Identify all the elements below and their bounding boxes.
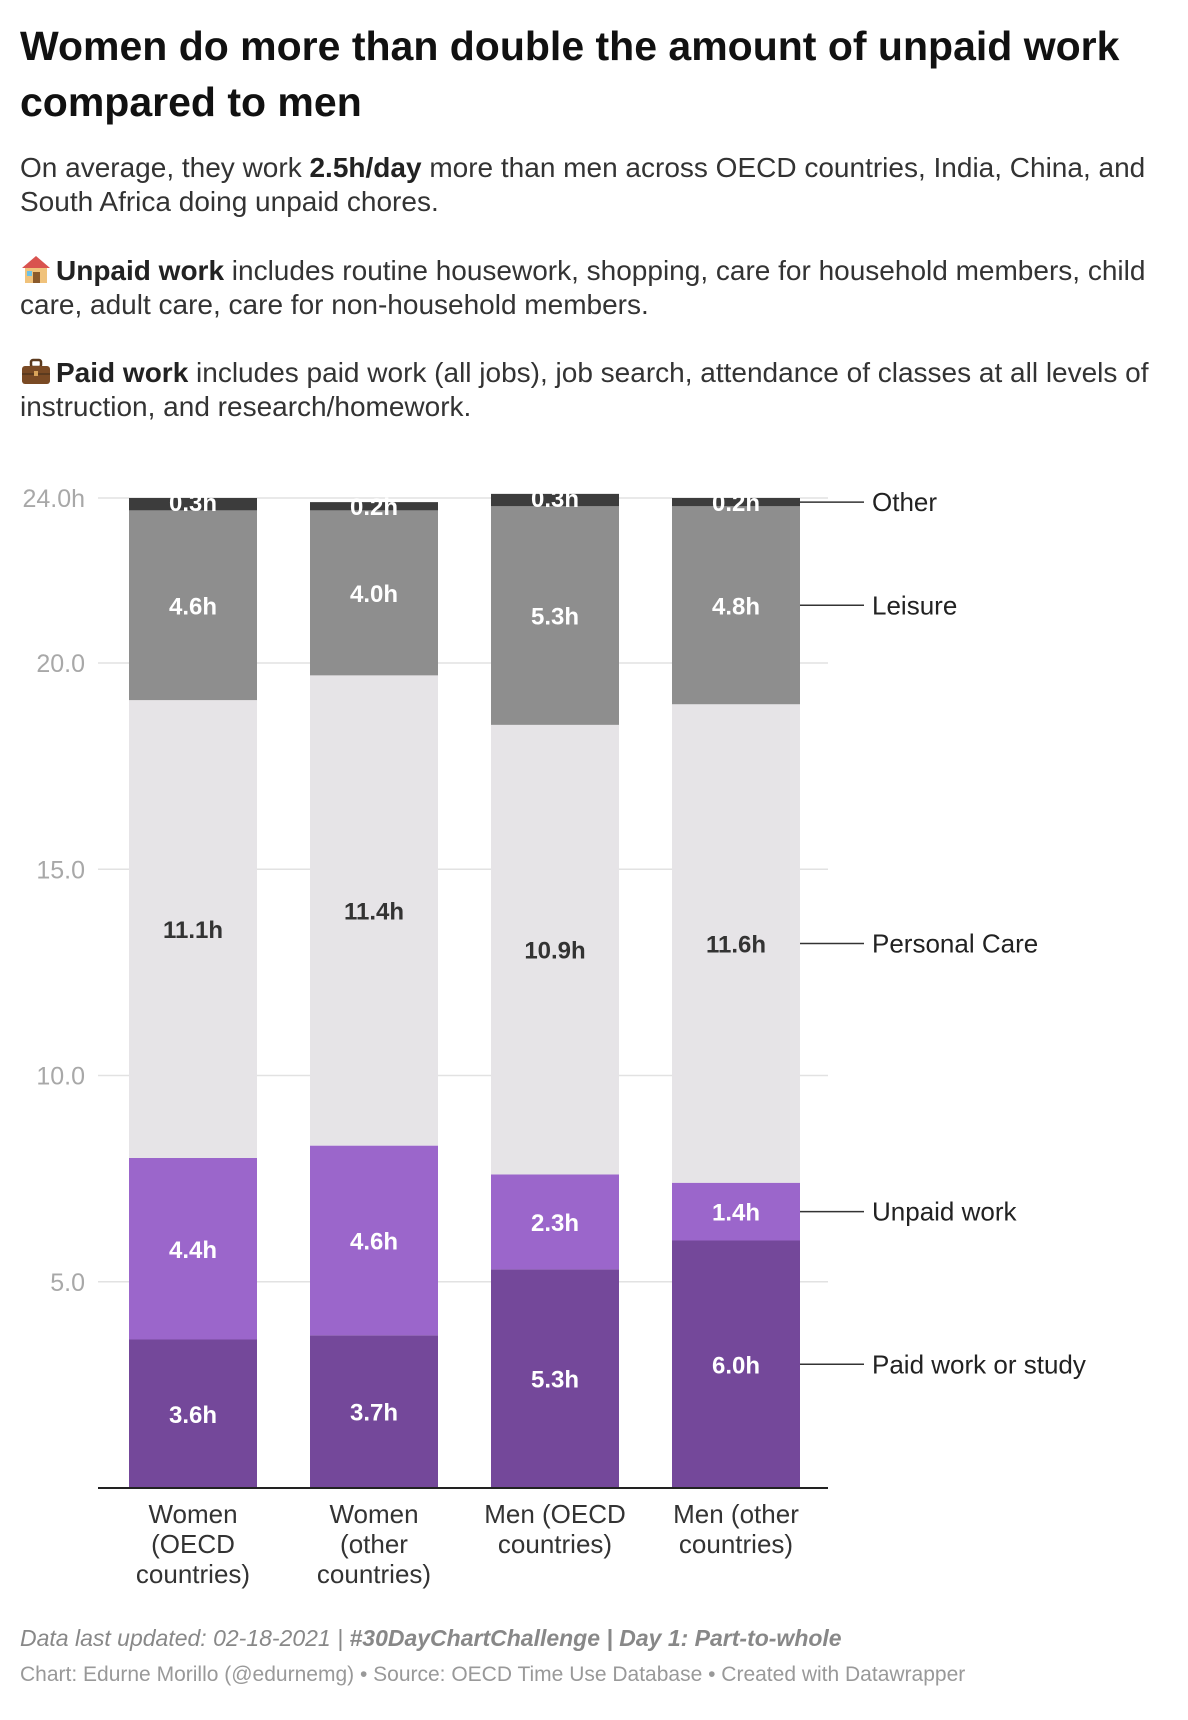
data-label: 3.6h bbox=[169, 1402, 217, 1429]
y-tick-label: 5.0 bbox=[50, 1269, 85, 1297]
legend-label: Unpaid work bbox=[872, 1197, 1018, 1227]
data-label: 5.3h bbox=[531, 1367, 579, 1394]
bar-segment bbox=[129, 1158, 257, 1340]
data-label: 4.6h bbox=[169, 593, 217, 620]
category-label: Women bbox=[329, 1499, 418, 1529]
bar-segment bbox=[672, 704, 800, 1183]
bar-segment bbox=[310, 1335, 438, 1488]
category-label: Women bbox=[148, 1499, 237, 1529]
y-tick-label: 10.0 bbox=[36, 1063, 85, 1091]
category-label: (OECD bbox=[151, 1529, 235, 1559]
bar-segment bbox=[672, 506, 800, 705]
bar-segment bbox=[129, 1339, 257, 1488]
stacked-bar-chart: 5.0 10.0 15.0 20.0 24.0h 3.6h 4.4h 11.1h 4.6h 0.3… bbox=[22, 485, 1086, 1589]
data-label: 4.6h bbox=[350, 1229, 398, 1256]
bar-segment bbox=[491, 724, 619, 1175]
data-label: 10.9h bbox=[524, 938, 585, 965]
bar-segment bbox=[310, 510, 438, 676]
data-label: 0.2h bbox=[712, 490, 760, 517]
data-label: 4.8h bbox=[712, 593, 760, 620]
data-label: 6.0h bbox=[712, 1352, 760, 1379]
data-label: 11.1h bbox=[163, 917, 223, 944]
data-label: 1.4h bbox=[712, 1200, 760, 1227]
category-label: countries) bbox=[498, 1529, 612, 1559]
bar-segment bbox=[491, 1269, 619, 1488]
briefcase-icon bbox=[22, 358, 50, 384]
category-label: (other bbox=[340, 1529, 408, 1559]
bar-segment bbox=[310, 1145, 438, 1336]
bar-segment bbox=[672, 1240, 800, 1488]
data-label: 0.3h bbox=[169, 490, 217, 517]
category-label: countries) bbox=[317, 1559, 431, 1589]
footer-notes: Data last updated: 02-18-2021 | #30DayCh… bbox=[20, 1625, 842, 1651]
legend-label: Personal Care bbox=[872, 929, 1038, 959]
data-label: 3.7h bbox=[350, 1400, 398, 1427]
y-tick-label: 24.0h bbox=[22, 485, 85, 513]
bar-segment bbox=[129, 498, 257, 511]
category-label: countries) bbox=[136, 1559, 250, 1589]
data-label: 4.4h bbox=[169, 1237, 217, 1264]
bar-segment bbox=[310, 675, 438, 1146]
footer-credits: Chart: Edurne Morillo (@edurnemg) • Sour… bbox=[20, 1663, 966, 1686]
data-label: 0.3h bbox=[531, 486, 579, 513]
unpaid-work-note: Unpaid work includes routine housework, … bbox=[20, 255, 1146, 320]
bar-segment bbox=[491, 493, 619, 507]
category-label: countries) bbox=[679, 1529, 793, 1559]
y-tick-label: 20.0 bbox=[36, 650, 85, 678]
bar-segment bbox=[491, 1174, 619, 1270]
chart-title: Women do more than double the amount of … bbox=[20, 23, 1120, 125]
bar-segment bbox=[672, 498, 800, 507]
house-icon bbox=[22, 256, 50, 283]
data-label: 11.6h bbox=[706, 932, 766, 959]
bar-segment bbox=[672, 1182, 800, 1241]
bar-segment bbox=[491, 506, 619, 725]
y-tick-label: 15.0 bbox=[36, 856, 85, 884]
data-label: 2.3h bbox=[531, 1210, 579, 1237]
data-label: 4.0h bbox=[350, 581, 398, 608]
data-label: 5.3h bbox=[531, 604, 579, 631]
paid-work-note: Paid work includes paid work (all jobs),… bbox=[20, 357, 1149, 422]
legend-label: Paid work or study bbox=[872, 1349, 1086, 1379]
data-label: 11.4h bbox=[344, 899, 404, 926]
bar-segment bbox=[310, 502, 438, 511]
data-label: 0.2h bbox=[350, 494, 398, 521]
legend-label: Leisure bbox=[872, 590, 957, 620]
legend-label: Other bbox=[872, 487, 937, 517]
bar-segment bbox=[129, 510, 257, 701]
subtitle: On average, they work 2.5h/day more than… bbox=[20, 152, 1146, 217]
category-label: Men (OECD bbox=[484, 1499, 626, 1529]
category-label: Men (other bbox=[673, 1499, 799, 1529]
bar-segment bbox=[129, 700, 257, 1158]
